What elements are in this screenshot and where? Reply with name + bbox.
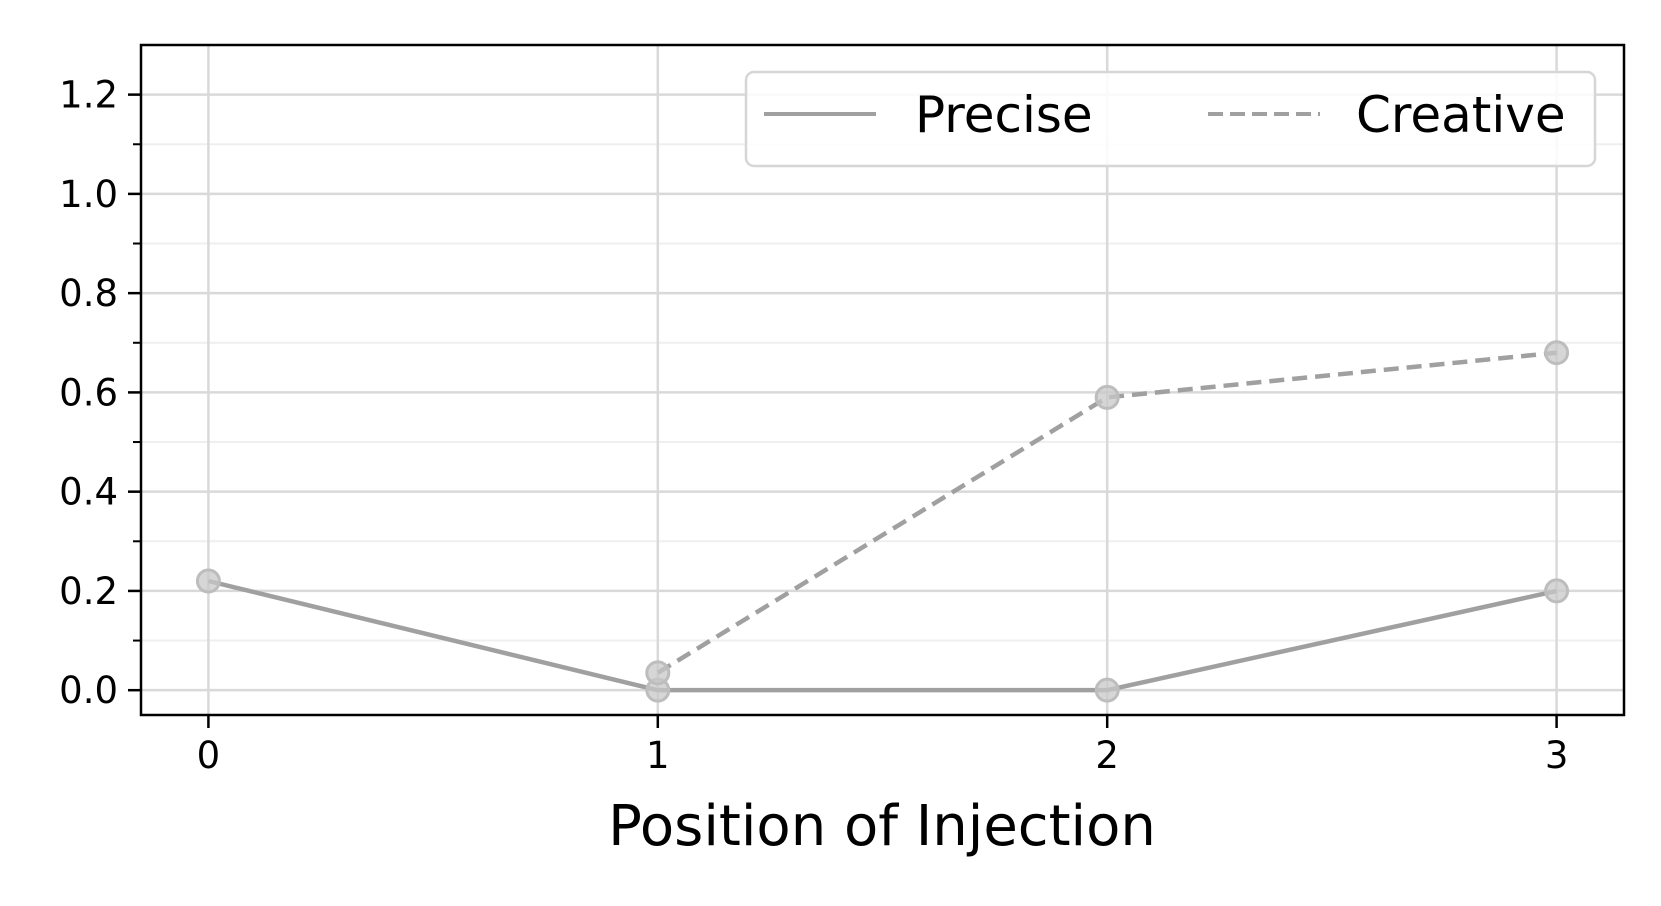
y-tick-label: 1.0 (59, 173, 118, 216)
y-tick-label: 0.6 (59, 371, 118, 414)
x-tick-label: 2 (1095, 734, 1119, 777)
y-tick-label: 0.0 (59, 669, 118, 712)
data-point-creative (1544, 340, 1570, 366)
y-tick-label: 1.2 (59, 74, 118, 117)
series-line-creative (656, 350, 1557, 675)
legend-label-creative: Creative (1356, 86, 1566, 144)
x-tick-label: 0 (197, 734, 221, 777)
x-tick-label: 1 (646, 734, 670, 777)
axis-ticks: 0.0 0.2 0.4 0.6 0.8 1.0 1.2 0 1 2 3 (59, 74, 1568, 777)
legend-label-precise: Precise (915, 86, 1093, 144)
legend: Precise Creative (744, 70, 1597, 168)
data-point-precise (195, 568, 221, 594)
legend-box (744, 70, 1597, 168)
x-axis-title: Position of Injection (608, 794, 1156, 859)
x-tick-label: 3 (1545, 734, 1569, 777)
y-tick-label: 0.8 (59, 272, 118, 315)
y-tick-label: 0.2 (59, 570, 118, 613)
series-line-precise (207, 578, 1558, 693)
data-point-precise (1094, 677, 1120, 703)
y-tick-label: 0.4 (59, 471, 118, 514)
plot-frame (139, 43, 1626, 717)
data-point-creative (645, 660, 671, 686)
data-point-precise (1544, 578, 1570, 604)
series-layer (195, 340, 1570, 703)
data-point-creative (1094, 384, 1120, 410)
